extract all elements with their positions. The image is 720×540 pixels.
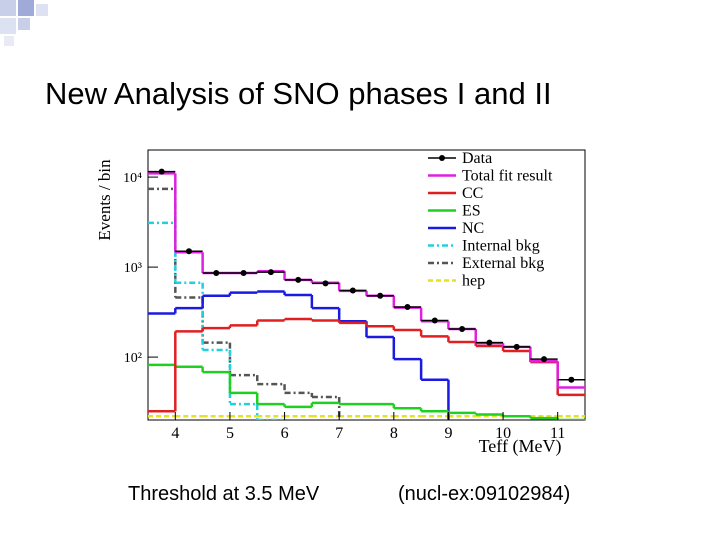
data-point xyxy=(431,317,438,324)
data-point xyxy=(240,269,247,276)
y-tick-label: 10⁴ xyxy=(123,171,142,186)
caption: (nucl-ex:09102984) xyxy=(398,483,570,505)
plot-frame xyxy=(147,149,586,421)
x-tick-label: 6 xyxy=(281,425,289,442)
data-point xyxy=(513,343,520,350)
plot-area xyxy=(148,168,585,420)
data-point xyxy=(541,356,548,363)
data-point xyxy=(349,287,356,294)
x-tick-label: 11 xyxy=(550,425,565,442)
legend-label: Total fit result xyxy=(462,168,553,185)
data-point xyxy=(322,280,329,287)
legend-label: External bkg xyxy=(462,255,544,272)
legend-label: Internal bkg xyxy=(462,238,540,255)
data-point xyxy=(267,269,274,276)
slide-title: New Analysis of SNO phases I and II xyxy=(45,76,552,111)
decoration xyxy=(0,0,48,46)
legend-label: ES xyxy=(462,203,481,220)
y-tick-label: 10³ xyxy=(124,261,142,276)
data-point xyxy=(568,376,575,383)
legend-label: Data xyxy=(462,150,492,167)
caption: Threshold at 3.5 MeV xyxy=(128,483,320,505)
legend-label: NC xyxy=(462,220,484,237)
legend-marker xyxy=(439,155,445,161)
data-point xyxy=(213,269,220,276)
data-point xyxy=(486,339,493,346)
data-point xyxy=(377,292,384,299)
x-tick-label: 7 xyxy=(335,425,343,442)
x-tick-label: 9 xyxy=(444,425,452,442)
data-point xyxy=(185,248,192,255)
y-tick-label: 10² xyxy=(124,351,142,366)
x-tick-label: 4 xyxy=(171,425,179,442)
x-tick-label: 8 xyxy=(390,425,398,442)
legend-label: hep xyxy=(462,273,485,290)
x-tick-label: 10 xyxy=(495,425,511,442)
legend-label: CC xyxy=(462,185,483,202)
y-axis-label: Events / bin xyxy=(95,159,114,241)
data-point xyxy=(459,326,466,333)
x-tick-label: 5 xyxy=(226,425,234,442)
x-axis-label: Teff (MeV) xyxy=(479,436,562,457)
data-point xyxy=(404,304,411,311)
data-point xyxy=(158,168,165,175)
data-point xyxy=(295,276,302,283)
